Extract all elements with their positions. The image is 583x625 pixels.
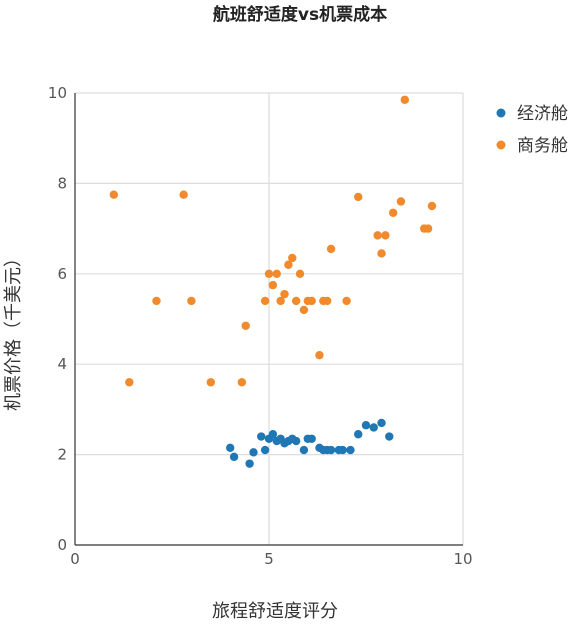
data-point <box>237 378 247 387</box>
series-0 <box>226 418 394 468</box>
y-tick-label: 6 <box>57 265 67 283</box>
data-point <box>295 269 305 278</box>
data-point <box>226 443 235 453</box>
x-tick-label: 0 <box>70 550 80 568</box>
data-point <box>291 436 301 446</box>
data-point <box>260 445 270 455</box>
data-point <box>369 423 378 432</box>
data-point <box>257 432 266 441</box>
data-point <box>377 418 386 428</box>
data-point <box>326 445 336 455</box>
data-point <box>179 190 188 199</box>
data-point <box>272 269 281 278</box>
data-point <box>291 296 301 306</box>
x-tick-label: 5 <box>264 550 274 568</box>
data-point <box>280 289 289 299</box>
data-point <box>385 432 394 441</box>
data-point <box>268 280 278 290</box>
data-points <box>109 95 437 468</box>
data-point <box>268 430 278 439</box>
data-point <box>307 296 316 306</box>
data-point <box>377 249 386 258</box>
data-point <box>249 448 258 457</box>
legend: 经济舱 商务舱 <box>496 104 568 156</box>
legend-marker-economy <box>496 108 506 118</box>
data-point <box>427 201 437 211</box>
data-point <box>187 296 196 306</box>
data-point <box>284 260 293 269</box>
data-point <box>276 296 285 306</box>
data-point <box>109 190 119 199</box>
data-point <box>288 253 297 263</box>
axes <box>74 93 463 546</box>
data-point <box>241 321 250 330</box>
grid-lines <box>75 92 464 545</box>
series-1 <box>109 95 437 387</box>
data-point <box>299 445 309 455</box>
y-axis-label: 机票价格（千美元） <box>3 249 24 411</box>
data-point <box>342 296 351 306</box>
legend-label-business: 商务舱 <box>517 136 568 156</box>
data-point <box>206 378 215 387</box>
x-tick-label: 10 <box>453 550 472 568</box>
data-point <box>373 231 382 240</box>
chart-title: 航班舒适度vs机票成本 <box>213 4 387 25</box>
data-point <box>299 305 309 315</box>
y-tick-label: 4 <box>57 355 67 373</box>
data-point <box>396 197 406 206</box>
data-point <box>229 452 239 462</box>
y-tick-label: 2 <box>57 446 67 464</box>
legend-label-economy: 经济舱 <box>517 104 568 124</box>
y-tick-label: 10 <box>48 84 67 102</box>
data-point <box>152 296 161 306</box>
data-point <box>346 445 355 455</box>
data-point <box>354 430 363 439</box>
data-point <box>326 244 336 254</box>
data-point <box>125 378 134 387</box>
tick-labels: 0 2 4 6 8 10 0 5 10 <box>48 84 473 568</box>
data-point <box>264 269 274 278</box>
legend-marker-business <box>496 140 506 150</box>
data-point <box>354 192 363 202</box>
data-point <box>381 231 390 240</box>
data-point <box>315 350 324 360</box>
data-point <box>338 445 347 455</box>
data-point <box>260 296 270 306</box>
data-point <box>323 296 332 306</box>
data-point <box>361 421 371 430</box>
y-tick-label: 0 <box>57 536 67 554</box>
data-point <box>400 95 409 104</box>
data-point <box>307 434 316 443</box>
y-tick-label: 8 <box>57 174 67 192</box>
data-point <box>245 459 254 468</box>
data-point <box>388 208 398 217</box>
data-point <box>423 224 433 233</box>
x-axis-label: 旅程舒适度评分 <box>212 601 338 622</box>
